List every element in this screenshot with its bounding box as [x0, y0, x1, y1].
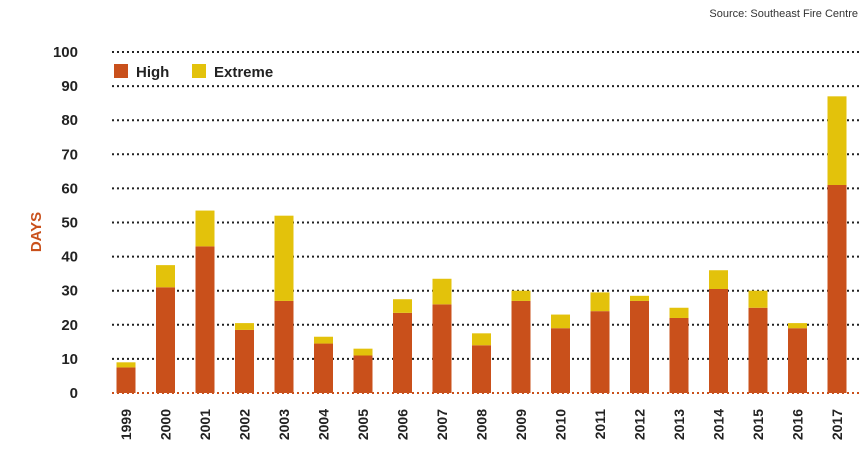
- bar-high-2005: [353, 355, 373, 393]
- bar-high-2000: [156, 287, 175, 393]
- legend-swatch-high: [114, 64, 128, 78]
- x-tick-2012: 2012: [632, 409, 648, 440]
- legend-label-extreme: Extreme: [214, 64, 273, 81]
- bar-extreme-2012: [630, 295, 649, 301]
- y-tick-70: 70: [61, 146, 78, 163]
- bar-extreme-2000: [156, 265, 175, 288]
- x-tick-2017: 2017: [829, 409, 845, 440]
- x-tick-2000: 2000: [158, 409, 174, 440]
- bar-high-2017: [827, 184, 847, 393]
- bar-extreme-2014: [709, 270, 728, 289]
- y-tick-60: 60: [61, 180, 78, 197]
- bar-high-2014: [709, 288, 728, 393]
- y-axis-label: DAYS: [28, 212, 45, 252]
- bar-extreme-2011: [590, 292, 610, 312]
- y-tick-50: 50: [61, 215, 78, 232]
- x-tick-2006: 2006: [395, 409, 411, 440]
- bar-extreme-2015: [748, 290, 768, 308]
- y-tick-90: 90: [61, 78, 78, 95]
- legend-label-high: High: [136, 64, 169, 81]
- source-note: Source: Southeast Fire Centre: [709, 8, 858, 20]
- x-tick-2013: 2013: [671, 409, 687, 440]
- x-tick-2016: 2016: [790, 409, 806, 440]
- x-tick-1999: 1999: [118, 409, 134, 440]
- x-tick-2010: 2010: [553, 409, 569, 440]
- bar-high-2007: [432, 304, 452, 393]
- x-tick-2015: 2015: [750, 409, 766, 440]
- x-tick-2007: 2007: [434, 409, 450, 440]
- y-tick-0: 0: [70, 385, 78, 402]
- bar-extreme-2001: [195, 210, 215, 247]
- bar-extreme-1999: [116, 362, 136, 368]
- y-tick-30: 30: [61, 283, 78, 300]
- bar-high-2010: [551, 328, 570, 393]
- y-tick-10: 10: [61, 351, 78, 368]
- x-tick-labels: 1999 2000 2001 2002 2003 2004 2005 2006 2007 2008…: [118, 409, 845, 440]
- x-tick-2011: 2011: [592, 409, 608, 440]
- bar-high-2011: [590, 311, 610, 393]
- x-tick-2003: 2003: [276, 409, 292, 440]
- bar-extreme-2010: [551, 314, 570, 329]
- bar-high-2008: [472, 345, 491, 393]
- bar-high-2015: [748, 307, 768, 393]
- bar-extreme-2006: [393, 299, 412, 313]
- x-tick-2005: 2005: [355, 409, 371, 440]
- bar-extreme-2009: [511, 290, 531, 301]
- x-tick-2008: 2008: [474, 409, 490, 440]
- x-tick-2002: 2002: [237, 409, 253, 440]
- bar-extreme-2005: [353, 348, 373, 356]
- y-tick-20: 20: [61, 317, 78, 334]
- x-tick-2014: 2014: [711, 409, 727, 440]
- x-tick-2001: 2001: [197, 409, 213, 440]
- bar-extreme-2013: [669, 307, 689, 318]
- bar-extreme-2007: [432, 278, 452, 305]
- bar-high-2012: [630, 300, 649, 393]
- bar-extreme-2002: [235, 323, 254, 330]
- legend-swatch-extreme: [192, 64, 206, 78]
- bar-high-1999: [116, 367, 136, 393]
- bar-high-2009: [511, 300, 531, 393]
- y-tick-80: 80: [61, 112, 78, 129]
- bar-extreme-2003: [274, 215, 294, 301]
- bar-extreme-2017: [827, 96, 847, 185]
- y-tick-40: 40: [61, 249, 78, 266]
- bar-extreme-2004: [314, 336, 333, 344]
- x-tick-2009: 2009: [513, 409, 529, 440]
- x-tick-2004: 2004: [316, 409, 332, 440]
- bar-high-2006: [393, 312, 412, 393]
- y-tick-labels: 0 10 20 30 40 50 60 70 80 90 100: [53, 44, 78, 402]
- y-tick-100: 100: [53, 44, 78, 61]
- bar-high-2004: [314, 343, 333, 393]
- bar-high-2001: [195, 246, 215, 393]
- bar-high-2016: [788, 328, 807, 393]
- bar-extreme-2008: [472, 333, 491, 346]
- bar-extreme-2016: [788, 323, 807, 329]
- bar-high-2003: [274, 300, 294, 393]
- bars: [116, 96, 847, 393]
- bar-high-2013: [669, 317, 689, 393]
- bar-high-2002: [235, 329, 254, 393]
- legend: High Extreme: [114, 64, 273, 81]
